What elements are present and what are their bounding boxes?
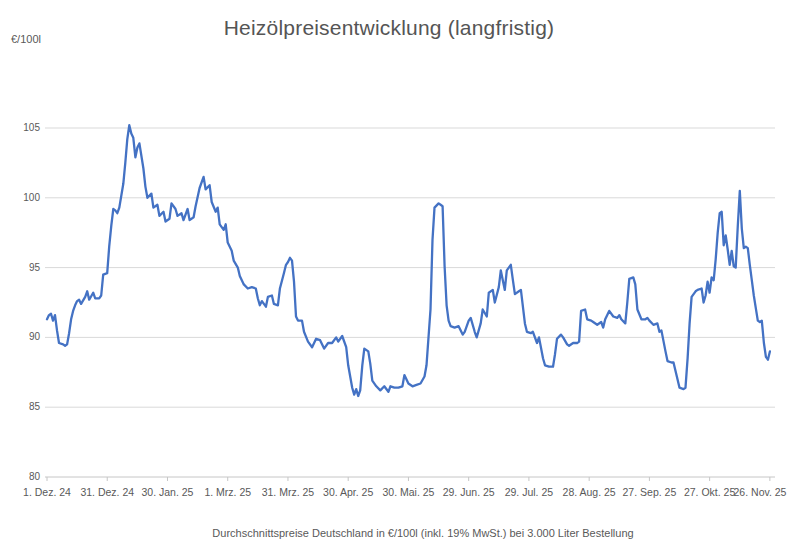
y-axis-tick-label: 85 xyxy=(8,401,40,412)
y-axis-tick-label: 95 xyxy=(8,262,40,273)
y-axis-tick-label: 80 xyxy=(8,471,40,482)
chart-footnote: Durchschnittspreise Deutschland in €/100… xyxy=(48,527,798,539)
y-axis-tick-label: 90 xyxy=(8,331,40,342)
price-line-chart xyxy=(0,0,798,551)
heating-oil-price-chart: €/100l Heizölpreisentwicklung (langfrist… xyxy=(0,0,798,551)
y-axis-tick-label: 100 xyxy=(8,192,40,203)
price-series-line xyxy=(47,125,770,396)
x-axis-tick-label: 26. Nov. 25 xyxy=(723,486,797,498)
y-axis-tick-label: 105 xyxy=(8,122,40,133)
